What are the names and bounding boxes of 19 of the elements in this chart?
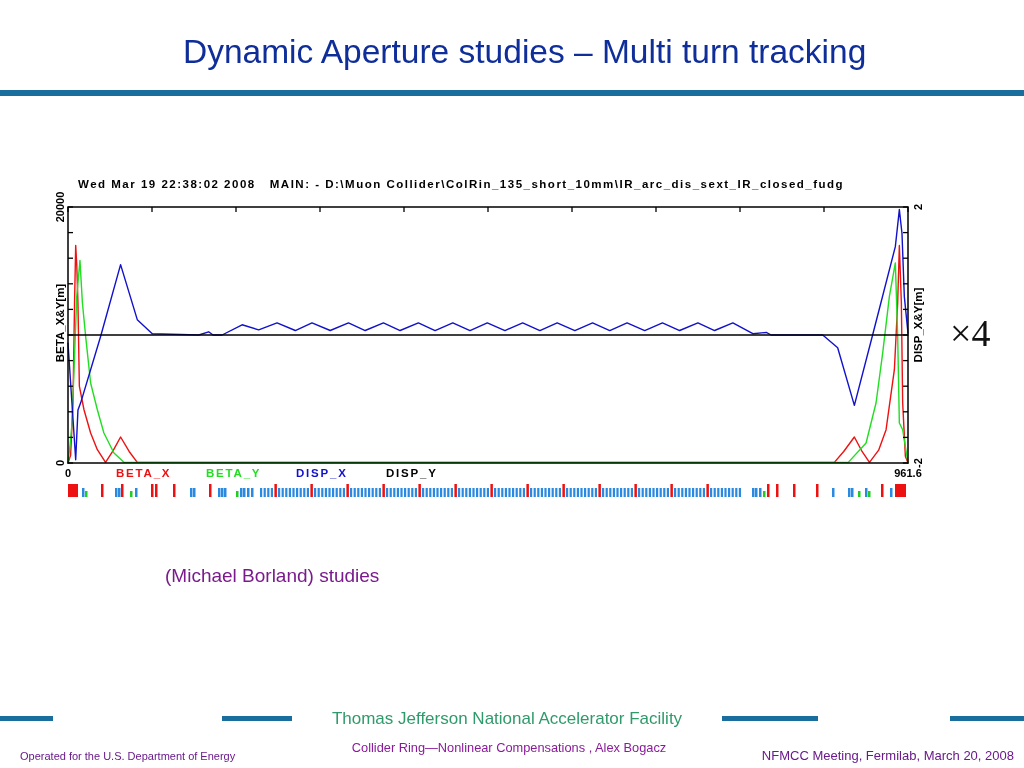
text: Collider Ring—Nonlinear Compensations , Alex Bogacz [351, 740, 667, 755]
series-label: BETA_X [116, 467, 172, 479]
y2-tick-label: -2 [912, 458, 924, 468]
text: DISP_Y [386, 467, 438, 479]
y-tick-label: 20000 [54, 191, 66, 223]
text: Thomas Jefferson National Accelerator Facility [331, 709, 683, 728]
text: Operated for the U.S. Department of Energy [20, 750, 236, 762]
y2-tick-label: 2 [912, 203, 924, 211]
text: DISP_X [296, 467, 348, 479]
text: (Michael Borland) studies [165, 565, 380, 586]
line-series [67, 208, 909, 461]
chart-subtitle: Wed Mar 19 22:38:02 2008 MAIN: - D:\Muon Collider\ColRin_135_short_10mm\IR_arc_dis_sext_IR_closed_fudg [78, 178, 845, 190]
y2-axis-title: DISP_X&Y[m] [912, 287, 924, 363]
series-label: BETA_Y [206, 467, 262, 479]
y-axis-title: BETA_X&Y[m] [54, 283, 66, 363]
text: NFMCC Meeting, Fermilab, March 20, 2008 [761, 748, 1014, 763]
chart-title: Dynamic Aperture studies – Multi turn tracking [183, 33, 867, 70]
x-tick-label: 961.6 [894, 467, 922, 479]
text: ×4 [950, 312, 991, 354]
